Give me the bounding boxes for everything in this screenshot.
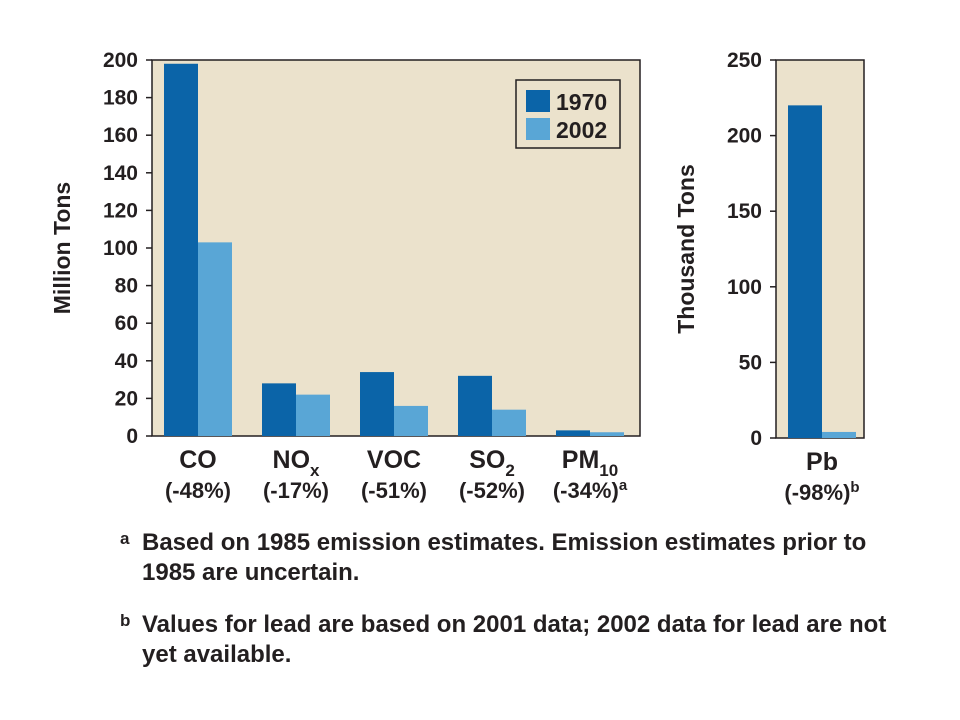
emissions-ytick-label: 120 — [103, 199, 138, 222]
emissions-category-label: SO2 — [469, 446, 515, 480]
emissions-ytick-label: 0 — [126, 425, 138, 448]
emissions-percent-label: (-52%) — [459, 478, 525, 503]
legend-label-2002: 2002 — [556, 117, 607, 143]
footnote-b-text: Values for lead are based on 2001 data; … — [142, 611, 887, 668]
emissions-percent-label: (-48%) — [165, 478, 231, 503]
emissions-category-label: NOx — [273, 446, 321, 480]
lead-bar-1970-pb — [788, 105, 822, 439]
lead-ytick-label: 0 — [750, 427, 762, 450]
lead-category-label: Pb — [806, 448, 838, 476]
emissions-bar-2002-pm — [590, 432, 624, 436]
emissions-percent-label: (-34%)a — [553, 477, 628, 503]
emissions-ytick-label: 40 — [115, 350, 138, 373]
footnote-a-mark: a — [120, 529, 130, 548]
lead-bar-2002-pb — [822, 431, 856, 438]
emissions-ytick-label: 20 — [115, 387, 138, 410]
emissions-category-label: CO — [179, 446, 217, 474]
footnote-a-text: Based on 1985 emission estimates. Emissi… — [142, 529, 867, 586]
lead-ytick-label: 250 — [727, 49, 762, 72]
emissions-ytick-label: 160 — [103, 124, 138, 147]
legend-label-1970: 1970 — [556, 89, 607, 115]
emissions-ytick-label: 100 — [103, 237, 138, 260]
emissions-ytick-label: 180 — [103, 87, 138, 110]
emissions-bar-1970-no — [262, 383, 296, 436]
lead-percent-label: (-98%)b — [784, 479, 859, 505]
emissions-bar-1970-voc — [360, 372, 394, 436]
emissions-y-axis-label: Million Tons — [49, 182, 75, 314]
emissions-category-label: PM10 — [562, 446, 618, 480]
emissions-percent-label: (-51%) — [361, 478, 427, 503]
emissions-category-label: VOC — [367, 446, 421, 474]
emissions-bar-1970-pm — [556, 430, 590, 436]
lead-ytick-label: 50 — [739, 351, 762, 374]
emissions-bar-2002-voc — [394, 405, 428, 436]
lead-ytick-label: 100 — [727, 276, 762, 299]
lead-y-axis-label: Thousand Tons — [673, 164, 699, 334]
emissions-bar-2002-co — [198, 242, 232, 436]
footnote-b-mark: b — [120, 611, 131, 630]
emissions-bar-1970-so — [458, 375, 492, 436]
legend-swatch-1970 — [526, 90, 550, 112]
emissions-bar-1970-co — [164, 63, 198, 436]
emissions-ytick-label: 140 — [103, 162, 138, 185]
emissions-percent-label: (-17%) — [263, 478, 329, 503]
footnote-a: a Based on 1985 emission estimates. Emis… — [120, 528, 920, 588]
emissions-bar-2002-so — [492, 409, 526, 436]
emissions-ytick-label: 60 — [115, 312, 138, 335]
legend-swatch-2002 — [526, 118, 550, 140]
emissions-ytick-label: 80 — [115, 275, 138, 298]
emissions-bar-2002-no — [296, 394, 330, 436]
lead-ytick-label: 150 — [727, 200, 762, 223]
emissions-ytick-label: 200 — [103, 49, 138, 72]
lead-ytick-label: 200 — [727, 125, 762, 148]
footnote-b: b Values for lead are based on 2001 data… — [120, 610, 920, 670]
